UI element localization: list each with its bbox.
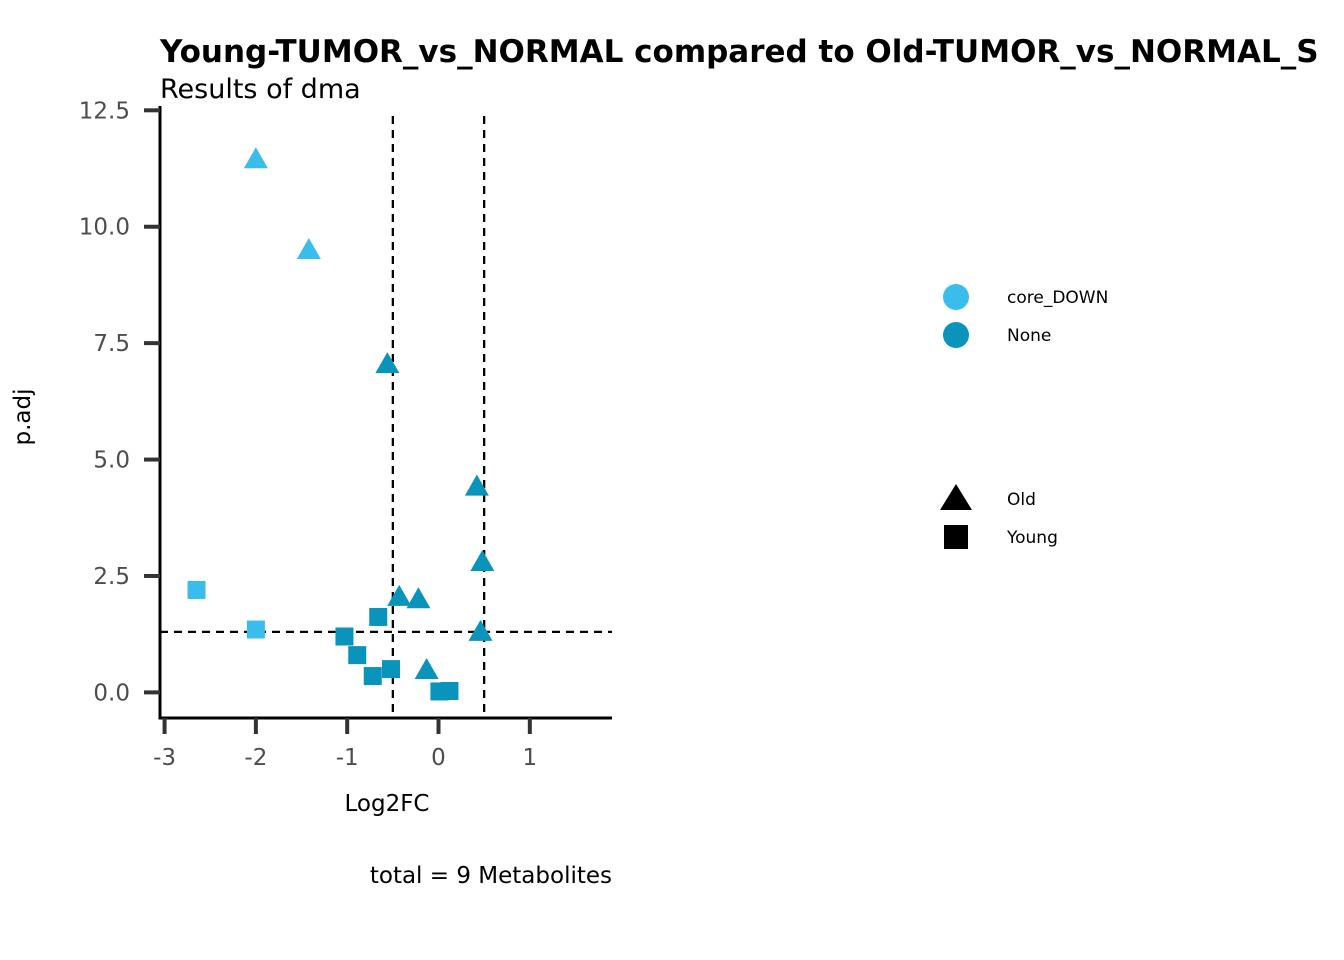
x-tick-label: -2 (244, 745, 267, 771)
point-square (382, 660, 401, 679)
point-triangle (387, 584, 412, 606)
legend-key-none (943, 322, 969, 348)
point-triangle (464, 474, 489, 496)
legend-label: Old (1007, 490, 1036, 510)
point-square (440, 681, 459, 700)
caption: total = 9 Metabolites (370, 863, 612, 889)
point-square (369, 607, 388, 626)
point-triangle (468, 619, 493, 641)
x-axis-label: Log2FC (344, 791, 429, 817)
point-triangle (243, 147, 268, 169)
y-axis-ticks: 0.0 2.5 5.0 7.5 10.0 12.5 (79, 98, 160, 706)
x-tick-label: 1 (522, 745, 537, 771)
y-tick-label: 7.5 (93, 331, 130, 357)
point-square (335, 627, 354, 646)
legend-label: Young (1006, 528, 1058, 548)
x-tick-label: 0 (431, 745, 446, 771)
legend-key-square (944, 525, 968, 549)
legend-key-triangle (940, 484, 972, 510)
point-triangle (296, 238, 321, 260)
point-square (246, 620, 265, 639)
shape-legend: Old Young (940, 484, 1058, 549)
point-square (363, 667, 382, 686)
y-tick-label: 2.5 (93, 564, 130, 590)
y-tick-label: 5.0 (93, 448, 130, 474)
point-square (348, 646, 367, 665)
chart-title: Young-TUMOR_vs_NORMAL compared to Old-TU… (159, 34, 1319, 70)
y-axis-label: p.adj (10, 389, 36, 446)
point-triangle (470, 550, 495, 572)
color-legend: core_DOWN None (943, 284, 1108, 348)
data-points (187, 147, 495, 701)
legend-label: None (1007, 326, 1051, 346)
y-tick-label: 12.5 (79, 98, 130, 124)
axes (158, 106, 612, 720)
point-triangle (375, 352, 400, 374)
legend-key-core-down (943, 284, 969, 310)
point-square (187, 580, 206, 599)
chart-subtitle: Results of dma (160, 74, 361, 105)
x-axis-ticks: -3 -2 -1 0 1 (153, 718, 537, 771)
x-tick-label: -1 (336, 745, 359, 771)
legend-label: core_DOWN (1007, 288, 1108, 308)
y-tick-label: 10.0 (79, 215, 130, 241)
reference-lines (160, 116, 612, 718)
point-triangle (414, 658, 439, 680)
y-tick-label: 0.0 (93, 680, 130, 706)
point-triangle (406, 587, 431, 609)
x-tick-label: -3 (153, 745, 176, 771)
